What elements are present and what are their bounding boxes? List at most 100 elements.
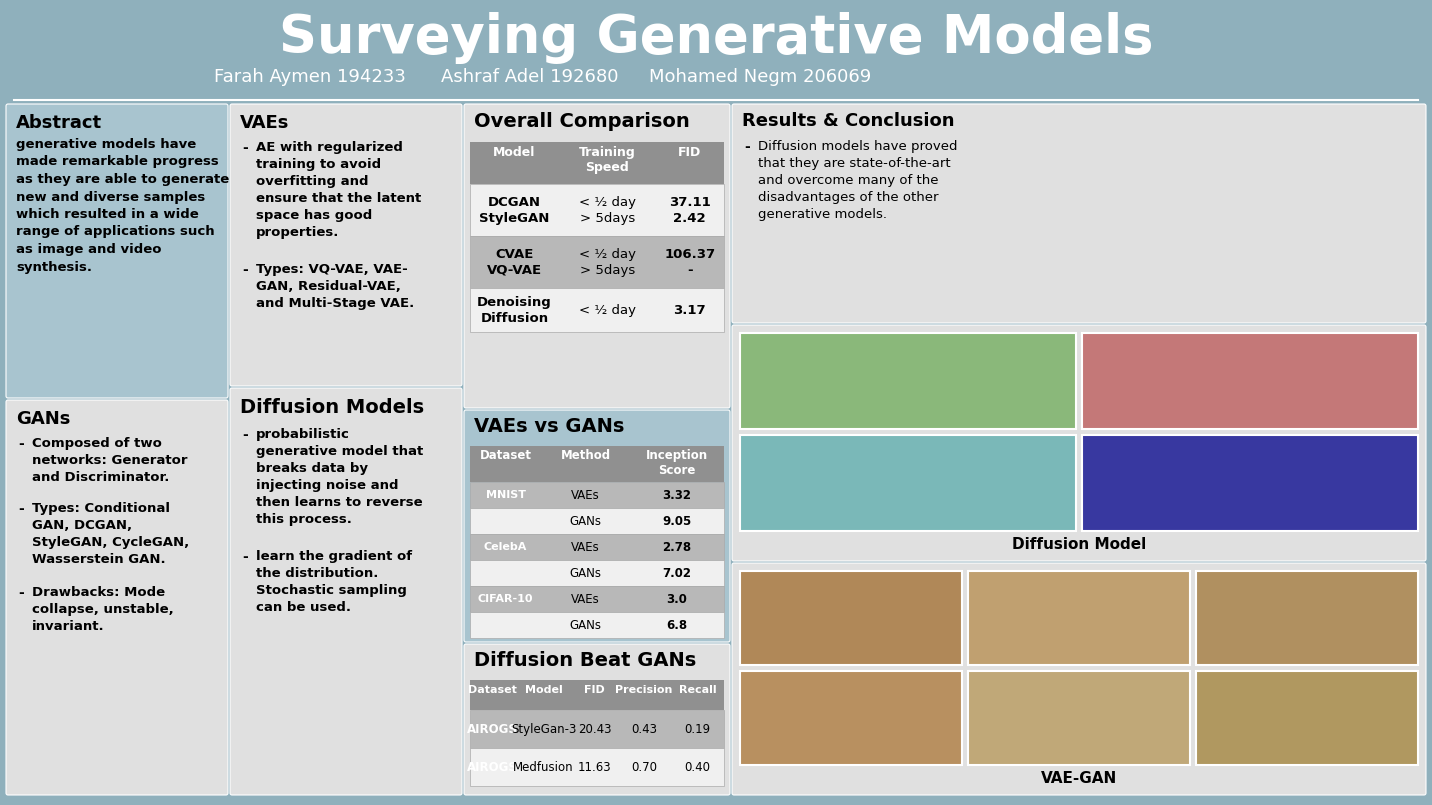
Text: Mohamed Negm 206069: Mohamed Negm 206069 — [649, 68, 871, 86]
Text: GANs: GANs — [570, 618, 601, 631]
Text: 2.78: 2.78 — [663, 540, 692, 554]
FancyBboxPatch shape — [732, 104, 1426, 323]
Text: Denoising
Diffusion: Denoising Diffusion — [477, 295, 551, 324]
Text: 7.02: 7.02 — [663, 567, 692, 580]
Text: 3.0: 3.0 — [666, 592, 687, 605]
Text: -: - — [242, 550, 248, 564]
Bar — [470, 236, 725, 288]
Bar — [470, 288, 725, 332]
Text: AE with regularized
training to avoid
overfitting and
ensure that the latent
spa: AE with regularized training to avoid ov… — [256, 141, 421, 239]
FancyBboxPatch shape — [464, 644, 730, 795]
Text: AIROGS: AIROGS — [467, 723, 518, 736]
Text: VAEs: VAEs — [241, 114, 289, 132]
Text: VAEs: VAEs — [571, 489, 600, 502]
Bar — [470, 560, 725, 586]
Text: -: - — [242, 428, 248, 442]
FancyBboxPatch shape — [732, 325, 1426, 561]
Text: MNIST: MNIST — [485, 490, 526, 500]
Text: 3.32: 3.32 — [663, 489, 692, 502]
Text: 106.37
-: 106.37 - — [664, 247, 715, 276]
Text: VAEs: VAEs — [571, 592, 600, 605]
Text: Medfusion: Medfusion — [513, 761, 574, 774]
FancyBboxPatch shape — [6, 400, 228, 795]
Text: < ½ day
> 5days: < ½ day > 5days — [579, 247, 636, 276]
Text: GANs: GANs — [570, 567, 601, 580]
FancyBboxPatch shape — [231, 388, 463, 795]
FancyBboxPatch shape — [231, 104, 463, 386]
Bar — [470, 142, 725, 184]
Text: VAE-GAN: VAE-GAN — [1041, 771, 1117, 786]
Text: VAEs: VAEs — [571, 540, 600, 554]
Bar — [470, 482, 725, 508]
Bar — [1196, 671, 1418, 765]
Bar — [740, 671, 962, 765]
Text: < ½ day: < ½ day — [579, 303, 636, 316]
Text: Farah Aymen 194233: Farah Aymen 194233 — [213, 68, 405, 86]
Text: Results & Conclusion: Results & Conclusion — [742, 112, 955, 130]
Text: 0.70: 0.70 — [632, 761, 657, 774]
Text: Types: VQ-VAE, VAE-
GAN, Residual-VAE,
and Multi-Stage VAE.: Types: VQ-VAE, VAE- GAN, Residual-VAE, a… — [256, 263, 414, 310]
Text: -: - — [242, 141, 248, 155]
Text: 0.43: 0.43 — [632, 723, 657, 736]
Bar — [968, 671, 1190, 765]
Text: Diffusion Beat GANs: Diffusion Beat GANs — [474, 651, 696, 670]
Text: Diffusion Models: Diffusion Models — [241, 398, 424, 417]
Text: FID: FID — [679, 146, 702, 159]
Text: Training
Speed: Training Speed — [579, 146, 636, 174]
Bar — [470, 612, 725, 638]
Bar — [1083, 435, 1418, 531]
Text: 9.05: 9.05 — [663, 514, 692, 527]
Text: -: - — [242, 263, 248, 277]
Bar — [1196, 571, 1418, 665]
Text: StyleGan-3: StyleGan-3 — [511, 723, 576, 736]
Text: -: - — [745, 140, 750, 154]
Text: 6.8: 6.8 — [666, 618, 687, 631]
FancyBboxPatch shape — [464, 410, 730, 642]
Text: Model: Model — [524, 685, 563, 695]
Text: 11.63: 11.63 — [577, 761, 611, 774]
Text: -: - — [19, 502, 24, 516]
Text: AIROGS: AIROGS — [467, 761, 518, 774]
Text: 0.19: 0.19 — [684, 723, 710, 736]
Text: learn the gradient of
the distribution.
Stochastic sampling
can be used.: learn the gradient of the distribution. … — [256, 550, 412, 614]
Text: Abstract: Abstract — [16, 114, 102, 132]
Bar — [470, 710, 725, 748]
Text: CIFAR-10: CIFAR-10 — [478, 594, 533, 604]
Bar — [740, 333, 1075, 429]
Text: Surveying Generative Models: Surveying Generative Models — [279, 12, 1153, 64]
Bar — [968, 571, 1190, 665]
FancyBboxPatch shape — [6, 104, 228, 398]
Bar — [470, 508, 725, 534]
Text: Composed of two
networks: Generator
and Discriminator.: Composed of two networks: Generator and … — [32, 437, 188, 484]
Text: GANs: GANs — [570, 514, 601, 527]
Text: Diffusion models have proved
that they are state-of-the-art
and overcome many of: Diffusion models have proved that they a… — [758, 140, 958, 221]
Text: 3.17: 3.17 — [673, 303, 706, 316]
Bar — [740, 435, 1075, 531]
Text: -: - — [19, 437, 24, 451]
Text: generative models have
made remarkable progress
as they are able to generate
new: generative models have made remarkable p… — [16, 138, 229, 274]
Text: VAEs vs GANs: VAEs vs GANs — [474, 417, 624, 436]
Text: DCGAN
StyleGAN: DCGAN StyleGAN — [480, 196, 550, 225]
Bar — [470, 748, 725, 786]
Text: CVAE
VQ-VAE: CVAE VQ-VAE — [487, 247, 543, 276]
Bar — [1083, 333, 1418, 429]
Text: < ½ day
> 5days: < ½ day > 5days — [579, 196, 636, 225]
Text: Drawbacks: Mode
collapse, unstable,
invariant.: Drawbacks: Mode collapse, unstable, inva… — [32, 586, 173, 633]
Text: Inception
Score: Inception Score — [646, 449, 707, 477]
Text: FID: FID — [584, 685, 604, 695]
Text: Ashraf Adel 192680: Ashraf Adel 192680 — [441, 68, 619, 86]
Text: CelebA: CelebA — [484, 542, 527, 552]
Text: GANs: GANs — [16, 410, 70, 428]
Bar — [470, 534, 725, 560]
Text: -: - — [19, 586, 24, 600]
FancyBboxPatch shape — [732, 563, 1426, 795]
Text: Overall Comparison: Overall Comparison — [474, 112, 690, 131]
Text: Method: Method — [560, 449, 610, 462]
FancyBboxPatch shape — [464, 104, 730, 408]
Bar — [470, 184, 725, 236]
Text: Model: Model — [493, 146, 536, 159]
Bar — [470, 446, 725, 482]
Bar — [470, 680, 725, 710]
Text: 20.43: 20.43 — [577, 723, 611, 736]
Bar — [740, 571, 962, 665]
